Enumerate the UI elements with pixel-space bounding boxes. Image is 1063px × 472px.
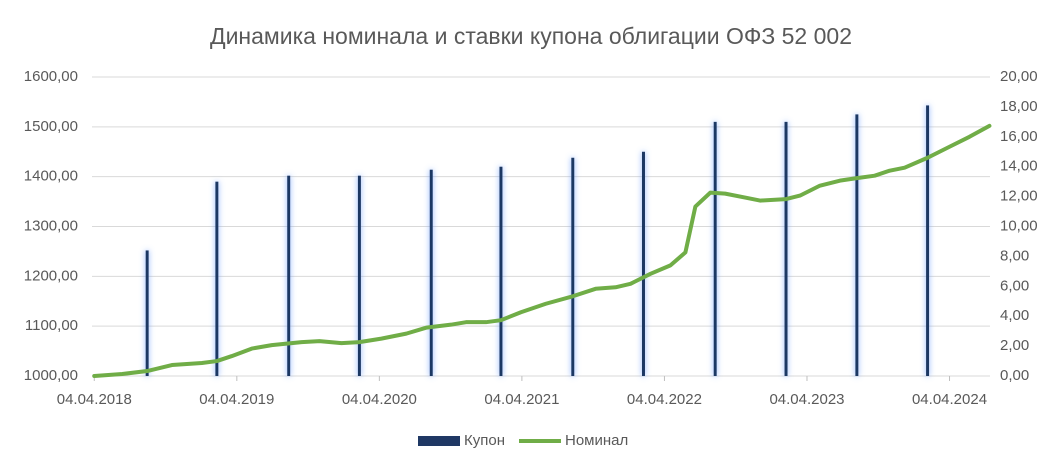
y2-tick-label: 0,00 xyxy=(1000,367,1029,384)
legend-label: Купон xyxy=(464,432,505,449)
y2-tick-label: 10,00 xyxy=(1000,217,1038,234)
x-tick-label: 04.04.2019 xyxy=(199,391,274,408)
y2-tick-label: 18,00 xyxy=(1000,98,1038,115)
y2-tick-label: 2,00 xyxy=(1000,337,1029,354)
x-tick-label: 04.04.2018 xyxy=(57,391,132,408)
bar xyxy=(499,166,503,376)
y-tick-label: 1100,00 xyxy=(25,317,78,334)
line xyxy=(92,123,992,378)
bar xyxy=(784,121,788,376)
chart-title: Динамика номинала и ставки купона облига… xyxy=(210,23,852,49)
legend-label: Номинал xyxy=(565,432,628,449)
y2-tick-label: 6,00 xyxy=(1000,277,1029,294)
bar xyxy=(215,181,219,376)
x-tick-label: 04.04.2022 xyxy=(627,391,702,408)
y-tick-label: 1000,00 xyxy=(24,367,78,384)
y-tick-label: 1600,00 xyxy=(24,68,78,85)
y2-tick-label: 12,00 xyxy=(1000,188,1038,205)
bar xyxy=(429,169,433,376)
y2-tick-label: 14,00 xyxy=(1000,158,1038,175)
bar xyxy=(926,105,930,376)
y2-tick-label: 8,00 xyxy=(1000,247,1029,264)
x-tick-label: 04.04.2023 xyxy=(769,391,844,408)
y2-tick-label: 16,00 xyxy=(1000,128,1038,145)
bar xyxy=(855,114,859,376)
y-tick-label: 1500,00 xyxy=(24,118,78,135)
y-tick-label: 1200,00 xyxy=(24,267,78,284)
x-tick-label: 04.04.2021 xyxy=(484,391,559,408)
x-tick-label: 04.04.2024 xyxy=(912,391,987,408)
bar xyxy=(287,175,291,376)
bar xyxy=(145,250,149,376)
y2-tick-label: 20,00 xyxy=(1000,68,1038,85)
bar xyxy=(641,151,645,376)
bar xyxy=(357,175,361,376)
bar xyxy=(571,157,575,376)
x-tick-label: 04.04.2020 xyxy=(342,391,417,408)
y-tick-label: 1300,00 xyxy=(24,217,78,234)
bar xyxy=(713,121,717,376)
y-tick-label: 1400,00 xyxy=(24,168,78,185)
legend-swatch xyxy=(418,436,460,446)
y2-tick-label: 4,00 xyxy=(1000,307,1029,324)
